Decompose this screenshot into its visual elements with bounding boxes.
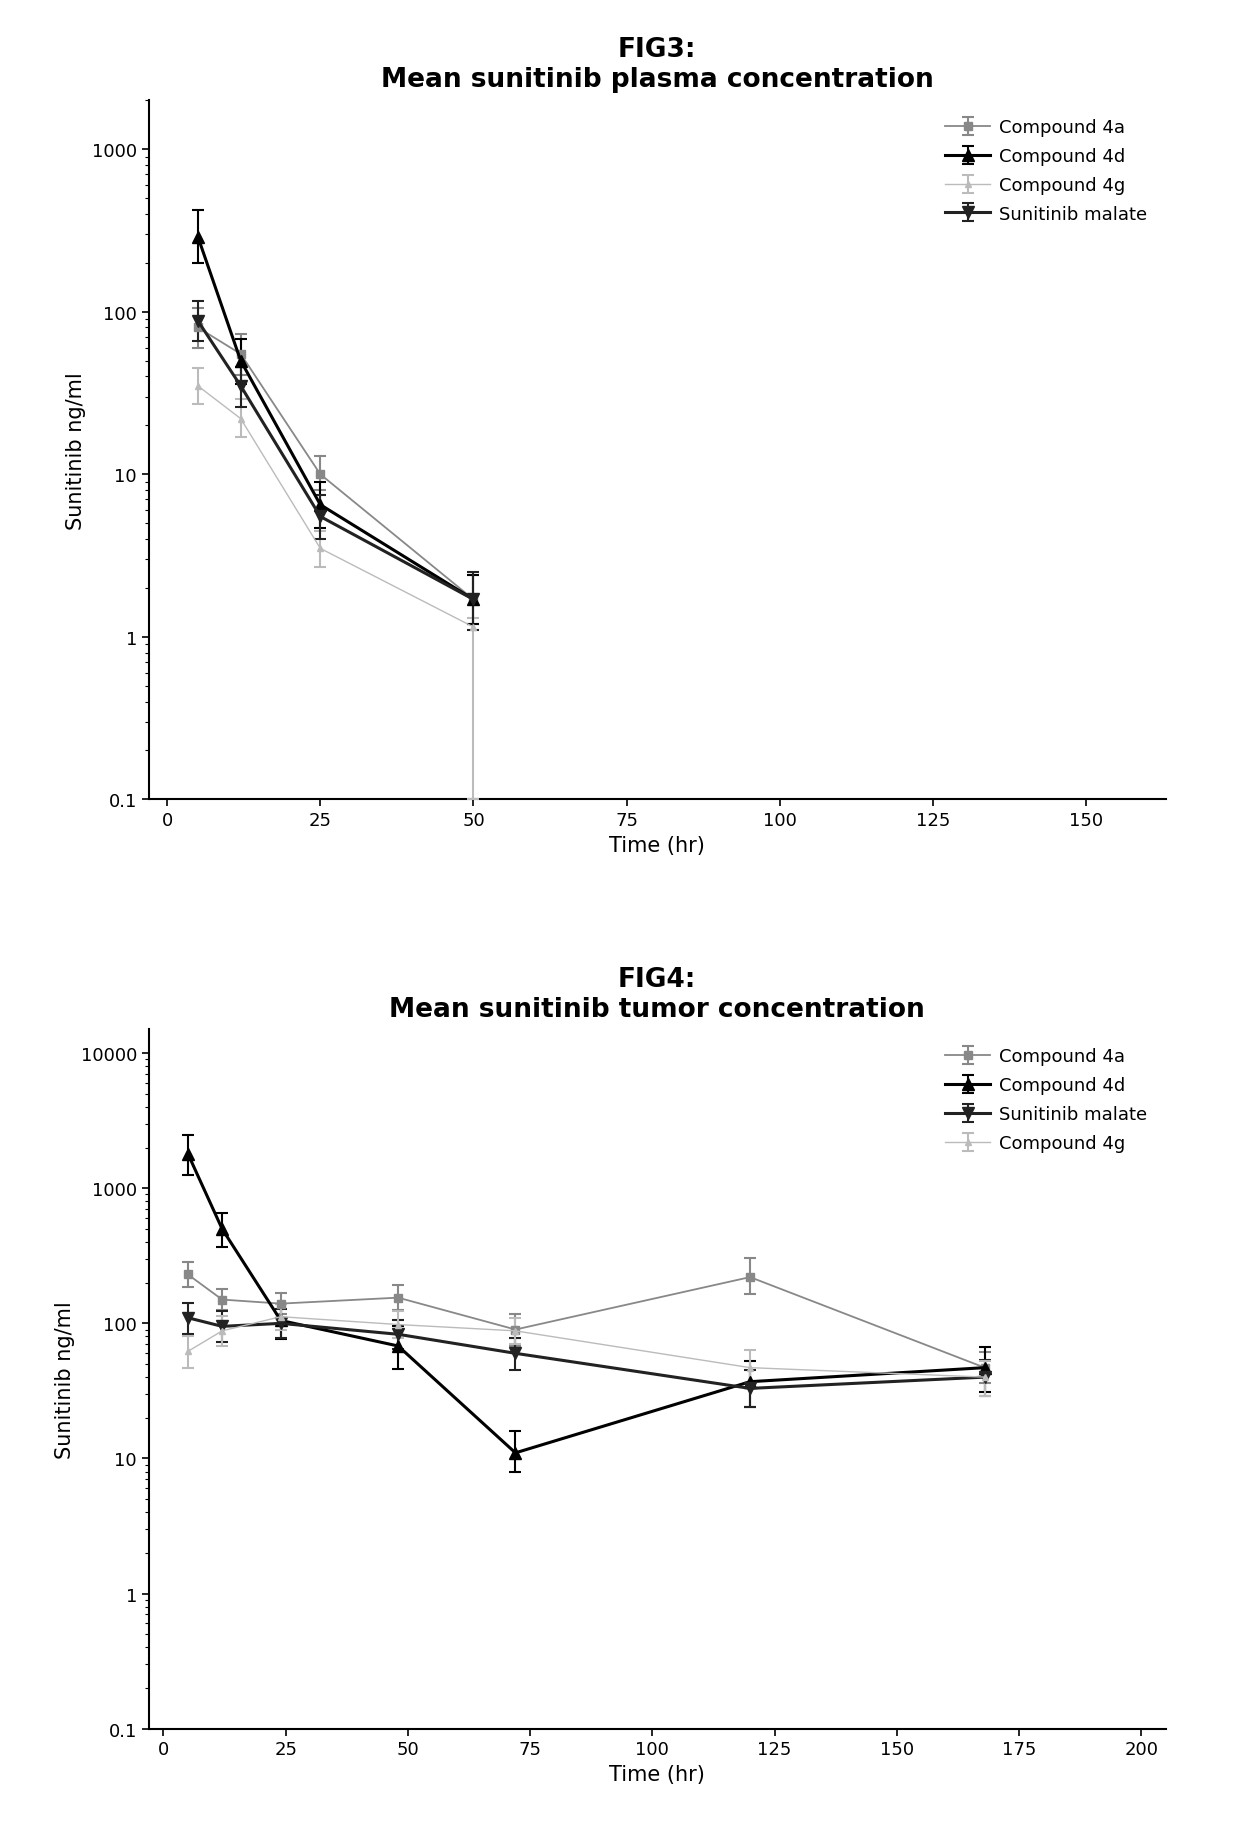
X-axis label: Time (hr): Time (hr) [609,835,706,855]
Y-axis label: Sunitinib ng/ml: Sunitinib ng/ml [55,1300,76,1458]
Title: FIG3:
Mean sunitinib plasma concentration: FIG3: Mean sunitinib plasma concentratio… [381,37,934,94]
Legend: Compound 4a, Compound 4d, Compound 4g, Sunitinib malate: Compound 4a, Compound 4d, Compound 4g, S… [936,110,1157,234]
Title: FIG4:
Mean sunitinib tumor concentration: FIG4: Mean sunitinib tumor concentration [389,965,925,1022]
Y-axis label: Sunitinib ng/ml: Sunitinib ng/ml [66,371,87,530]
X-axis label: Time (hr): Time (hr) [609,1764,706,1784]
Legend: Compound 4a, Compound 4d, Sunitinib malate, Compound 4g: Compound 4a, Compound 4d, Sunitinib mala… [936,1039,1157,1162]
